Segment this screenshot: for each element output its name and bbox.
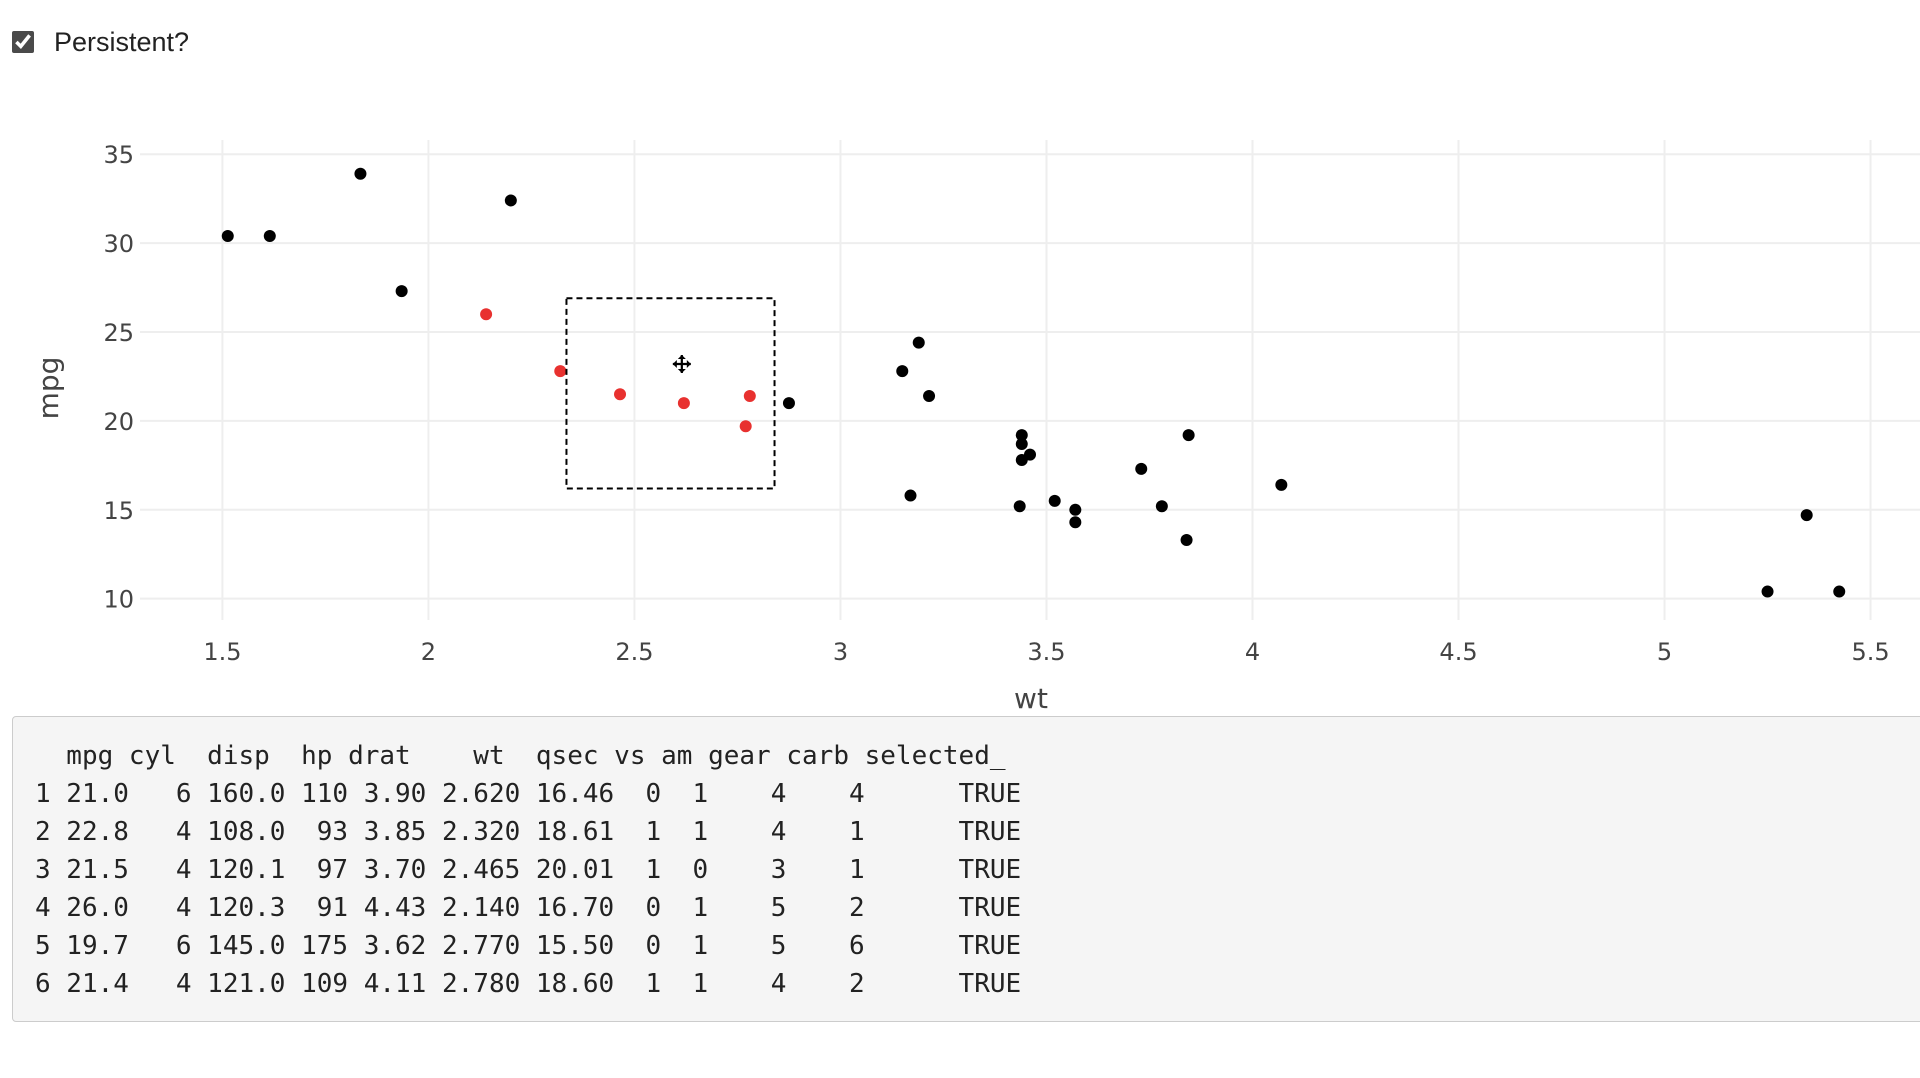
y-tick-label: 20 xyxy=(103,408,134,436)
selected-point[interactable] xyxy=(480,308,493,321)
tick-labels: 1.5 2 2.5 3 3.5 4 4.5 5 5.5 10 15 20 25 30 35 xyxy=(103,141,1889,666)
data-point[interactable] xyxy=(354,167,367,180)
selected-rows-output: mpg cyl disp hp drat wt qsec vs am gear … xyxy=(12,716,1920,1022)
data-point[interactable] xyxy=(221,230,234,242)
selected-point[interactable] xyxy=(614,388,627,401)
x-axis-title: wt xyxy=(1014,682,1048,715)
grid-lines xyxy=(140,140,1920,620)
y-tick-label: 30 xyxy=(103,230,134,258)
data-point[interactable] xyxy=(904,489,917,502)
data-point[interactable] xyxy=(782,397,795,410)
move-cursor-icon xyxy=(672,355,691,373)
output-row-line: 4 26.0 4 120.3 91 4.43 2.140 16.70 0 1 5… xyxy=(35,893,1022,923)
output-row-line: 1 21.0 6 160.0 110 3.90 2.620 16.46 0 1 … xyxy=(35,779,1022,809)
x-tick-label: 2.5 xyxy=(615,638,653,666)
data-point[interactable] xyxy=(263,230,276,242)
data-point[interactable] xyxy=(1275,478,1288,491)
x-tick-label: 2 xyxy=(421,638,436,666)
data-point[interactable] xyxy=(1069,516,1082,529)
y-axis-title: mpg xyxy=(32,357,65,420)
x-tick-label: 3 xyxy=(833,638,848,666)
data-point[interactable] xyxy=(1180,534,1193,546)
data-point[interactable] xyxy=(1015,429,1028,442)
data-point[interactable] xyxy=(1135,462,1148,475)
selection-box[interactable] xyxy=(565,297,776,490)
data-point[interactable] xyxy=(896,365,909,378)
data-points[interactable] xyxy=(221,167,1846,598)
output-row-line: 3 21.5 4 120.1 97 3.70 2.465 20.01 1 0 3… xyxy=(35,855,1022,885)
persistent-control: Persistent? xyxy=(12,20,189,64)
persistent-label: Persistent? xyxy=(54,26,190,57)
output-header-line: mpg cyl disp hp drat wt qsec vs am gear … xyxy=(35,741,1006,771)
scatter-plot[interactable]: 1.5 2 2.5 3 3.5 4 4.5 5 5.5 10 15 20 25 30 35 wt mpg xyxy=(0,120,1920,720)
output-row-line: 5 19.7 6 145.0 175 3.62 2.770 15.50 0 1 … xyxy=(35,931,1022,961)
data-point[interactable] xyxy=(1800,509,1813,522)
y-tick-label: 15 xyxy=(103,497,134,525)
output-row-line: 6 21.4 4 121.0 109 4.11 2.780 18.60 1 1 … xyxy=(35,969,1022,999)
y-tick-label: 10 xyxy=(103,586,134,614)
data-point[interactable] xyxy=(923,390,936,402)
output-row-line: 2 22.8 4 108.0 93 3.85 2.320 18.61 1 1 4… xyxy=(35,817,1022,847)
y-tick-label: 25 xyxy=(103,319,134,347)
x-tick-label: 4 xyxy=(1245,638,1260,666)
scatter-plot-svg[interactable]: 1.5 2 2.5 3 3.5 4 4.5 5 5.5 10 15 20 25 30 35 wt mpg xyxy=(0,120,1920,720)
x-tick-label: 3.5 xyxy=(1027,638,1065,666)
y-tick-label: 35 xyxy=(103,141,134,169)
x-tick-label: 1.5 xyxy=(203,638,241,666)
data-point[interactable] xyxy=(1048,494,1061,507)
data-point[interactable] xyxy=(1182,429,1195,442)
selected-point[interactable] xyxy=(739,420,752,433)
data-point[interactable] xyxy=(395,285,408,298)
selected-point[interactable] xyxy=(677,397,690,410)
data-point[interactable] xyxy=(1013,500,1026,513)
selected-point[interactable] xyxy=(743,390,756,402)
data-point[interactable] xyxy=(1155,500,1168,513)
selected-point[interactable] xyxy=(554,365,567,378)
x-tick-label: 4.5 xyxy=(1439,638,1477,666)
data-point[interactable] xyxy=(1833,585,1846,598)
x-tick-label: 5 xyxy=(1657,638,1672,666)
data-point[interactable] xyxy=(1761,585,1774,598)
x-tick-label: 5.5 xyxy=(1851,638,1889,666)
data-point[interactable] xyxy=(1069,503,1082,516)
data-point[interactable] xyxy=(1015,438,1028,450)
selected-rows-text: mpg cyl disp hp drat wt qsec vs am gear … xyxy=(35,737,1920,1003)
data-point[interactable] xyxy=(504,194,517,207)
persistent-checkbox[interactable] xyxy=(12,31,34,53)
data-point[interactable] xyxy=(912,336,925,349)
data-point[interactable] xyxy=(1015,454,1028,466)
